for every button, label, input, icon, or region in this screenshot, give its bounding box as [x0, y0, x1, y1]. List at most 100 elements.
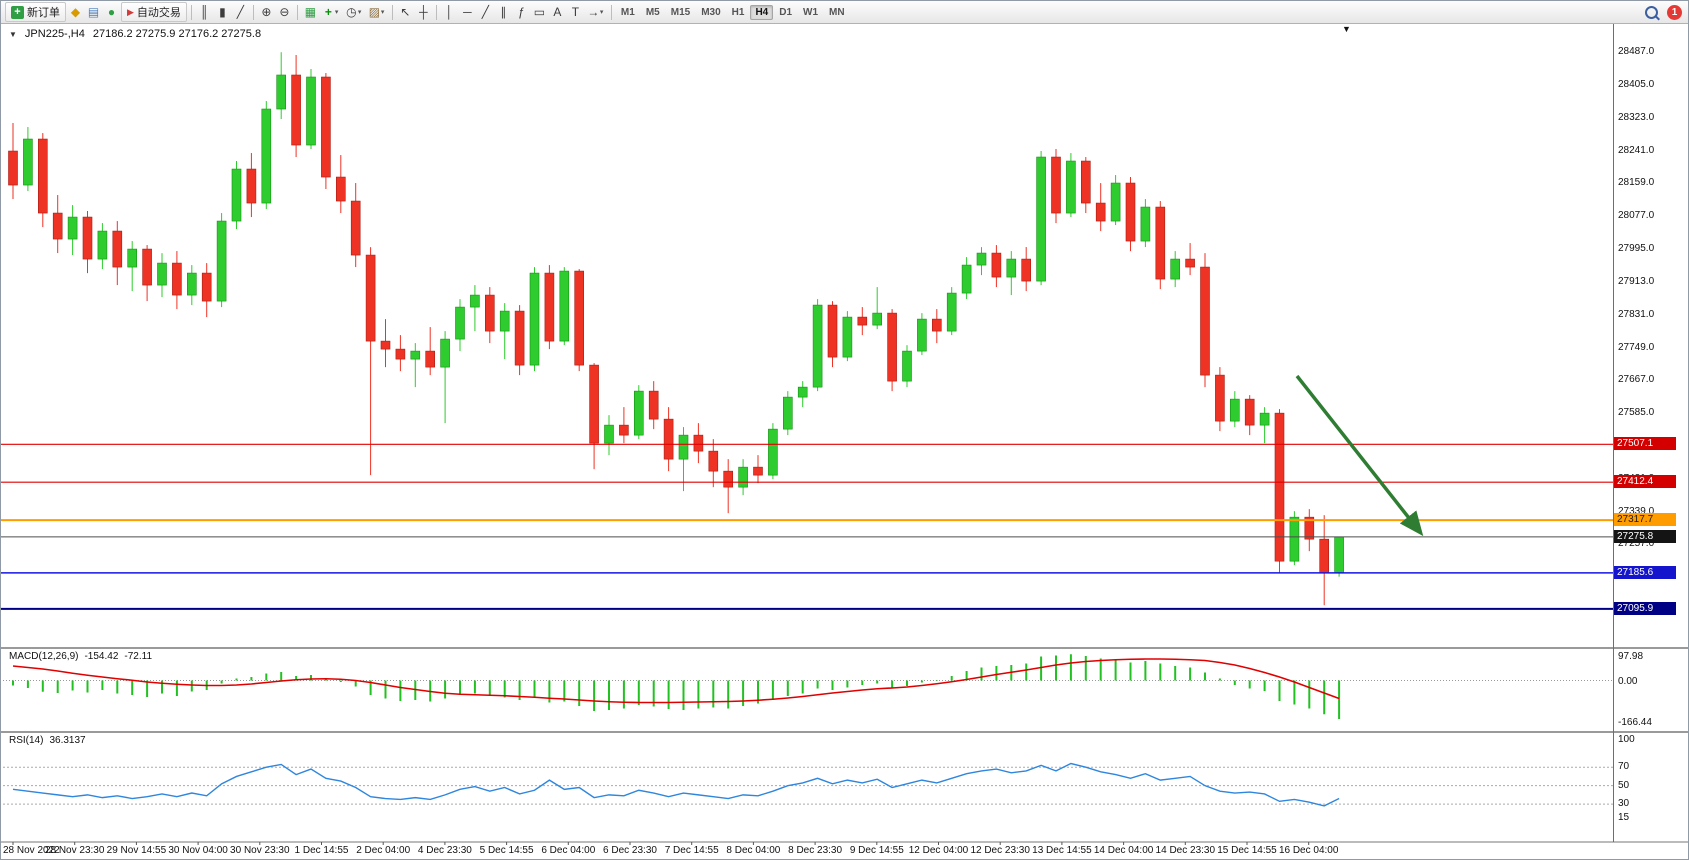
- candle-body: [544, 272, 555, 342]
- new-order-icon: +: [11, 5, 24, 19]
- chevron-down-icon[interactable]: ▾: [380, 9, 385, 16]
- timeframe-m30[interactable]: M30: [701, 6, 721, 18]
- rsi-value: 36.3137: [49, 735, 86, 746]
- indicators-icon[interactable]: +: [324, 5, 332, 19]
- symbol-info: ▼ JPN225-,H4 27186.2 27275.9 27176.2 272…: [9, 28, 261, 40]
- candle-body: [1021, 258, 1032, 282]
- candle-body: [738, 466, 748, 488]
- periods-icon[interactable]: ◷: [346, 5, 357, 19]
- macd-signal-value: -72.11: [124, 651, 153, 662]
- tile-windows-icon[interactable]: ▦: [304, 5, 317, 19]
- zoom-in-icon[interactable]: ⊕: [261, 5, 272, 19]
- line-chart-icon[interactable]: ╱: [236, 5, 245, 19]
- candle-body: [455, 306, 465, 340]
- candle-body: [1274, 412, 1285, 562]
- candle-body: [648, 390, 659, 420]
- candle-body: [470, 294, 480, 308]
- candle-body: [1215, 374, 1225, 422]
- timeframe-m5[interactable]: M5: [645, 6, 660, 18]
- candle-body: [172, 262, 182, 296]
- shapes-icon[interactable]: ▭: [533, 5, 546, 19]
- candle-body: [663, 418, 674, 460]
- candle-body: [1319, 538, 1329, 574]
- candle-body: [529, 272, 540, 366]
- bar-chart-icon[interactable]: ║: [200, 5, 209, 19]
- arrow-tool-icon[interactable]: →: [587, 5, 600, 19]
- candle-body: [97, 230, 108, 260]
- candle-body: [559, 270, 570, 342]
- candle-body: [1259, 412, 1270, 426]
- candle-body: [1304, 516, 1315, 540]
- crosshair-icon[interactable]: ┼: [419, 5, 428, 19]
- trend-arrow[interactable]: [1295, 374, 1424, 537]
- candle-body: [201, 272, 212, 302]
- candle-body: [157, 262, 167, 286]
- candle-body: [67, 216, 78, 240]
- candle-body: [306, 76, 316, 146]
- chevron-down-icon[interactable]: ▾: [599, 9, 604, 16]
- candle-body: [902, 350, 912, 382]
- channel-icon[interactable]: ∥: [500, 5, 507, 19]
- candle-body: [23, 138, 33, 186]
- chevron-down-icon[interactable]: ▾: [357, 9, 362, 16]
- toolbar-separator: [391, 4, 393, 20]
- candle-body: [842, 316, 853, 358]
- autotrading-button[interactable]: ▶ 自动交易: [121, 2, 187, 22]
- timeframe-m15[interactable]: M15: [670, 6, 691, 18]
- candlestick-icon[interactable]: ▮: [219, 5, 226, 19]
- candle-body: [1110, 182, 1121, 222]
- timeframe-m1[interactable]: M1: [620, 6, 635, 18]
- candle-body: [1125, 182, 1136, 242]
- timeframe-d1[interactable]: D1: [779, 6, 793, 18]
- candle-body: [976, 252, 987, 266]
- text-label-icon[interactable]: T: [571, 5, 580, 19]
- fibonacci-icon[interactable]: ƒ: [518, 5, 525, 19]
- candle-body: [261, 108, 272, 204]
- candle-body: [1230, 398, 1240, 422]
- market-watch-icon[interactable]: ▤: [87, 5, 100, 19]
- new-order-button[interactable]: + 新订单: [5, 2, 66, 22]
- chart-menu-icon[interactable]: ▼: [9, 29, 17, 39]
- timeframe-mn[interactable]: MN: [829, 6, 845, 18]
- candle-body: [1081, 160, 1091, 204]
- toolbar-separator: [610, 4, 612, 20]
- candle-body: [187, 272, 197, 296]
- candle-body: [142, 248, 152, 286]
- cursor-icon[interactable]: ↖: [400, 5, 411, 19]
- toolbar-separator: [435, 4, 437, 20]
- candle-body: [827, 304, 838, 358]
- timeframe-w1[interactable]: W1: [803, 6, 819, 18]
- ohlc-values: 27186.2 27275.9 27176.2 27275.8: [92, 28, 262, 40]
- chart-shift-marker-icon[interactable]: ▼: [1342, 24, 1351, 34]
- rsi-name: RSI(14): [9, 735, 44, 746]
- timeframe-h4[interactable]: H4: [750, 4, 774, 20]
- candle-body: [350, 200, 361, 256]
- navigator-icon[interactable]: ●: [107, 5, 116, 19]
- alerts-icon[interactable]: ◆: [70, 5, 81, 19]
- trendline-icon[interactable]: ╱: [481, 5, 490, 19]
- candle-body: [1185, 258, 1195, 268]
- search-icon[interactable]: [1645, 5, 1658, 19]
- candle-body: [216, 220, 227, 302]
- macd-name: MACD(12,26,9): [9, 651, 79, 662]
- rsi-line: [12, 762, 1340, 807]
- autotrading-icon: ▶: [127, 6, 134, 17]
- chevron-down-icon[interactable]: ▾: [334, 9, 339, 16]
- candle-body: [1244, 398, 1255, 426]
- templates-icon[interactable]: ▨: [368, 5, 381, 19]
- toolbar: + 新订单 ◆ ▤ ● ▶ 自动交易 ║ ▮ ╱ ⊕ ⊖ ▦ + ▾ ◷ ▾ ▨ ▾ ↖ ┼ │ ─ ╱ ∥ ƒ ▭ A T → ▾ M1 M5…: [1, 1, 1688, 24]
- notification-badge[interactable]: 1: [1667, 4, 1682, 20]
- vertical-line-icon[interactable]: │: [445, 5, 454, 19]
- text-icon[interactable]: A: [553, 5, 562, 19]
- macd-label: MACD(12,26,9) -154.42 -72.11: [9, 651, 152, 662]
- candle-body: [574, 270, 585, 366]
- zoom-out-icon[interactable]: ⊖: [279, 5, 290, 19]
- timeframe-h1[interactable]: H1: [731, 6, 745, 18]
- candle-body: [112, 230, 123, 268]
- candle-body: [589, 364, 599, 444]
- candle-body: [931, 318, 942, 332]
- horizontal-line-icon[interactable]: ─: [463, 5, 472, 19]
- candle-body: [768, 428, 778, 476]
